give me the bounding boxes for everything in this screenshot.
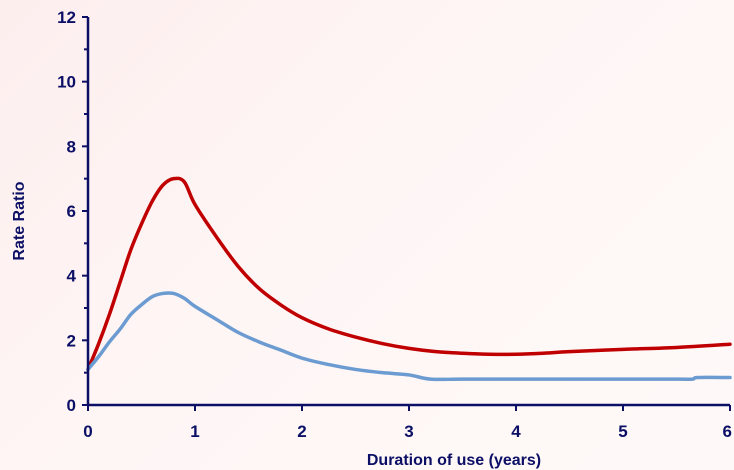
y-tick-label: 12: [57, 8, 76, 27]
x-tick-label: 3: [404, 422, 413, 441]
x-tick-label: 1: [190, 422, 199, 441]
x-tick-label: 5: [618, 422, 627, 441]
series-line-1: [86, 176, 732, 372]
series-layer: [86, 176, 732, 382]
y-tick-label: 6: [67, 202, 76, 221]
series-line-2: [86, 291, 732, 382]
y-tick-label: 0: [67, 396, 76, 415]
y-tick-label: 8: [67, 137, 76, 156]
x-tick-label: 0: [83, 422, 92, 441]
x-tick-label: 4: [511, 422, 521, 441]
x-axis-title: Duration of use (years): [367, 452, 541, 469]
x-tick-label: 2: [297, 422, 306, 441]
y-tick-label: 10: [57, 73, 76, 92]
y-tick-label: 2: [67, 331, 76, 350]
y-axis-title: Rate Ratio: [11, 181, 28, 260]
y-tick-label: 4: [67, 267, 77, 286]
x-tick-label: 6: [723, 422, 732, 441]
